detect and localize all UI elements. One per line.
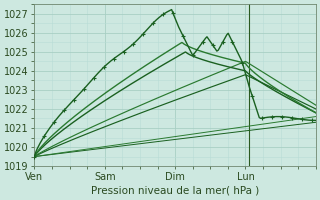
X-axis label: Pression niveau de la mer( hPa ): Pression niveau de la mer( hPa ) (91, 186, 259, 196)
